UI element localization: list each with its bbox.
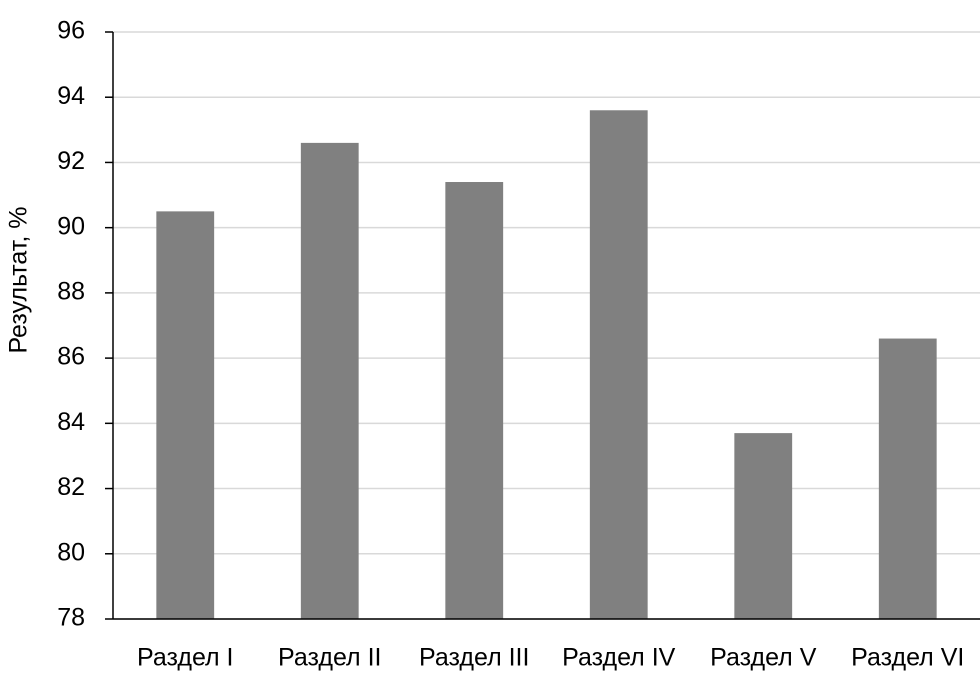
x-tick-label: Раздел III [419, 644, 529, 672]
y-tick-label: 88 [57, 277, 85, 305]
y-axis-label: Результат, % [5, 206, 33, 353]
x-tick-label: Раздел VI [851, 644, 964, 672]
y-tick-label: 86 [57, 343, 85, 371]
y-tick-label: 96 [57, 17, 85, 45]
bar [878, 338, 937, 619]
bar [300, 142, 359, 619]
bar [156, 211, 215, 619]
y-tick-label: 90 [57, 212, 85, 240]
y-tick-label: 78 [57, 604, 85, 632]
y-tick-label: 84 [57, 408, 85, 436]
y-tick-label: 82 [57, 473, 85, 501]
y-tick-label: 80 [57, 538, 85, 566]
y-tick-label: 94 [57, 82, 85, 110]
x-tick-label: Раздел II [278, 644, 381, 672]
bar [589, 110, 648, 620]
x-tick-label: Раздел V [710, 644, 817, 672]
x-tick-label: Раздел IV [562, 644, 676, 672]
y-tick-label: 92 [57, 147, 85, 175]
bar [445, 182, 504, 619]
x-tick-label: Раздел I [137, 644, 234, 672]
bar [734, 433, 793, 619]
